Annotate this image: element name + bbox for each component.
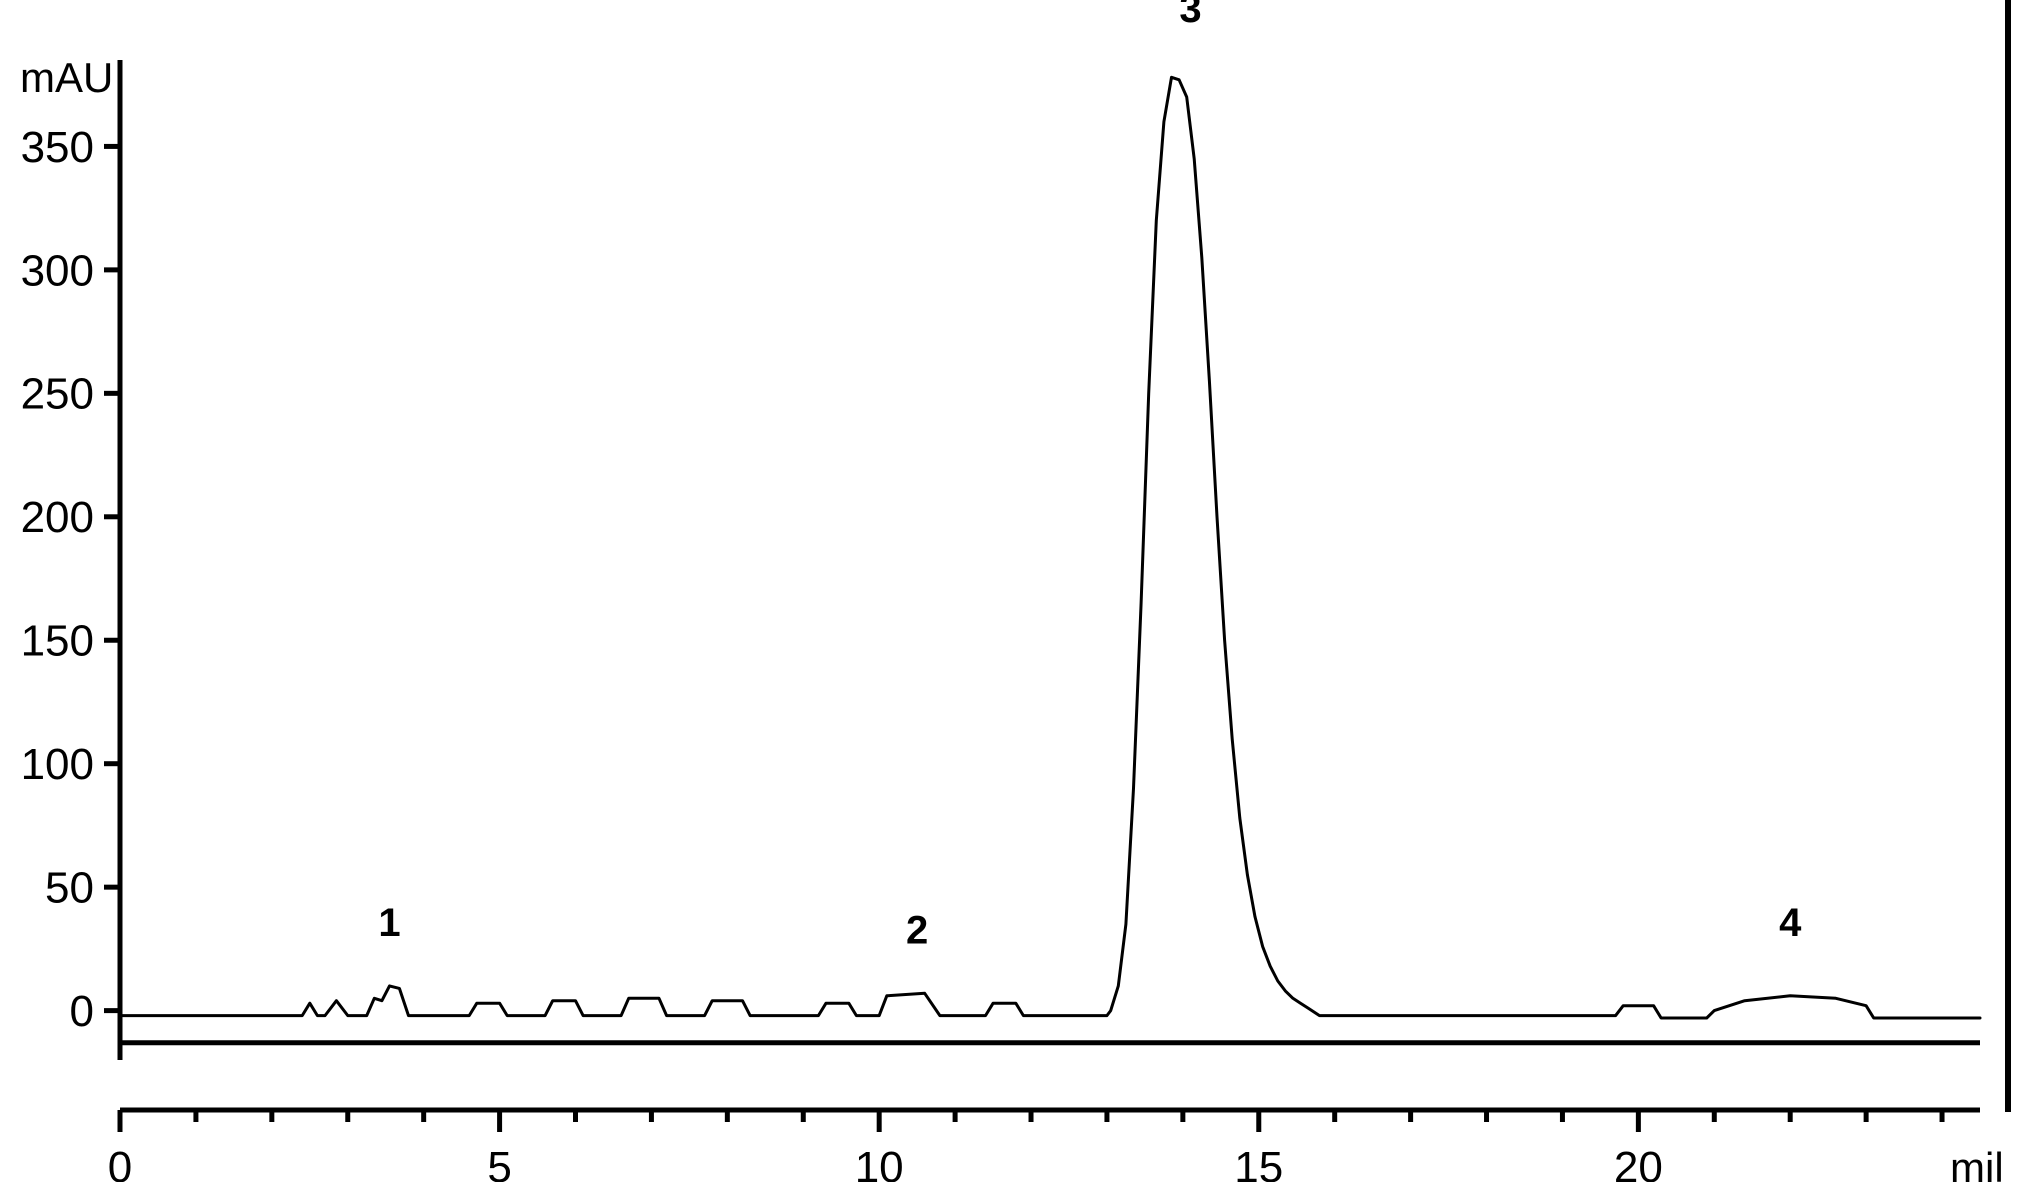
y-tick-label: 350 [21, 123, 94, 172]
x-tick-label: 10 [855, 1143, 904, 1182]
y-tick-label: 150 [21, 617, 94, 666]
y-tick-label: 200 [21, 493, 94, 542]
y-tick-label: 0 [70, 987, 94, 1036]
x-tick-label: 15 [1234, 1143, 1283, 1182]
x-tick-label: 5 [487, 1143, 511, 1182]
peak-label: 3 [1179, 0, 1201, 31]
x-tick-label: 0 [108, 1143, 132, 1182]
y-tick-label: 100 [21, 740, 94, 789]
y-tick-label: 300 [21, 246, 94, 295]
x-tick-label: 20 [1614, 1143, 1663, 1182]
chromatogram-svg: 0 50 100 150 200 250 300 350 0 5 10 15 20 mAU mil 1 2 3 4 [0, 0, 2020, 1182]
peak-label: 2 [906, 908, 928, 952]
chromatogram-chart: 0 50 100 150 200 250 300 350 0 5 10 15 20 mAU mil 1 2 3 4 [0, 0, 2020, 1182]
y-tick-label: 50 [45, 864, 94, 913]
x-axis-label: mil [1950, 1144, 2004, 1182]
peak-label: 4 [1779, 901, 1802, 945]
peak-label: 1 [378, 901, 400, 945]
y-tick-label: 250 [21, 370, 94, 419]
y-axis-label: mAU [20, 54, 113, 101]
